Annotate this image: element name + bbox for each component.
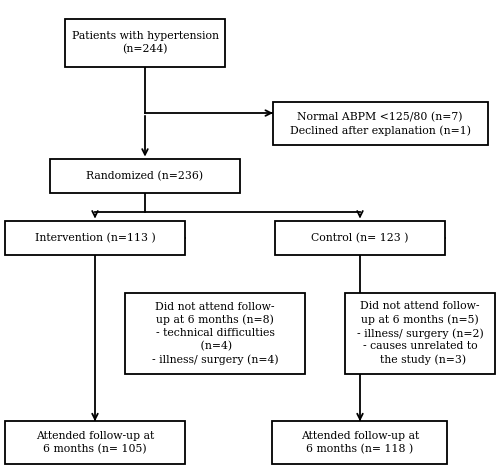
Text: Patients with hypertension
(n=244): Patients with hypertension (n=244)	[72, 31, 219, 54]
FancyBboxPatch shape	[5, 221, 185, 255]
FancyBboxPatch shape	[125, 293, 305, 374]
FancyBboxPatch shape	[345, 293, 495, 374]
Text: Did not attend follow-
up at 6 months (n=5)
- illness/ surgery (n=2)
- causes un: Did not attend follow- up at 6 months (n…	[356, 301, 484, 365]
Text: Randomized (n=236): Randomized (n=236)	[86, 171, 204, 181]
FancyBboxPatch shape	[275, 221, 445, 255]
Text: Did not attend follow-
up at 6 months (n=8)
- technical difficulties
 (n=4)
- il: Did not attend follow- up at 6 months (n…	[152, 302, 278, 365]
Text: Attended follow-up at
6 months (n= 118 ): Attended follow-up at 6 months (n= 118 )	[301, 431, 419, 454]
FancyBboxPatch shape	[272, 421, 448, 464]
Text: Normal ABPM <125/80 (n=7)
Declined after explanation (n=1): Normal ABPM <125/80 (n=7) Declined after…	[290, 112, 470, 136]
FancyBboxPatch shape	[65, 19, 225, 67]
FancyBboxPatch shape	[50, 159, 240, 193]
FancyBboxPatch shape	[272, 102, 488, 145]
Text: Attended follow-up at
6 months (n= 105): Attended follow-up at 6 months (n= 105)	[36, 431, 154, 454]
FancyBboxPatch shape	[5, 421, 185, 464]
Text: Intervention (n=113 ): Intervention (n=113 )	[34, 233, 156, 243]
Text: Control (n= 123 ): Control (n= 123 )	[311, 233, 409, 243]
